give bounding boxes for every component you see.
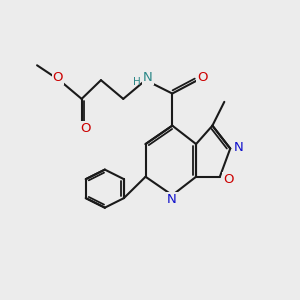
Text: N: N: [234, 140, 243, 154]
Text: N: N: [143, 71, 153, 84]
Text: H: H: [133, 76, 140, 87]
Text: O: O: [197, 71, 207, 84]
Text: N: N: [167, 193, 177, 206]
Text: O: O: [80, 122, 91, 135]
Text: O: O: [52, 71, 63, 84]
Text: O: O: [223, 173, 233, 186]
